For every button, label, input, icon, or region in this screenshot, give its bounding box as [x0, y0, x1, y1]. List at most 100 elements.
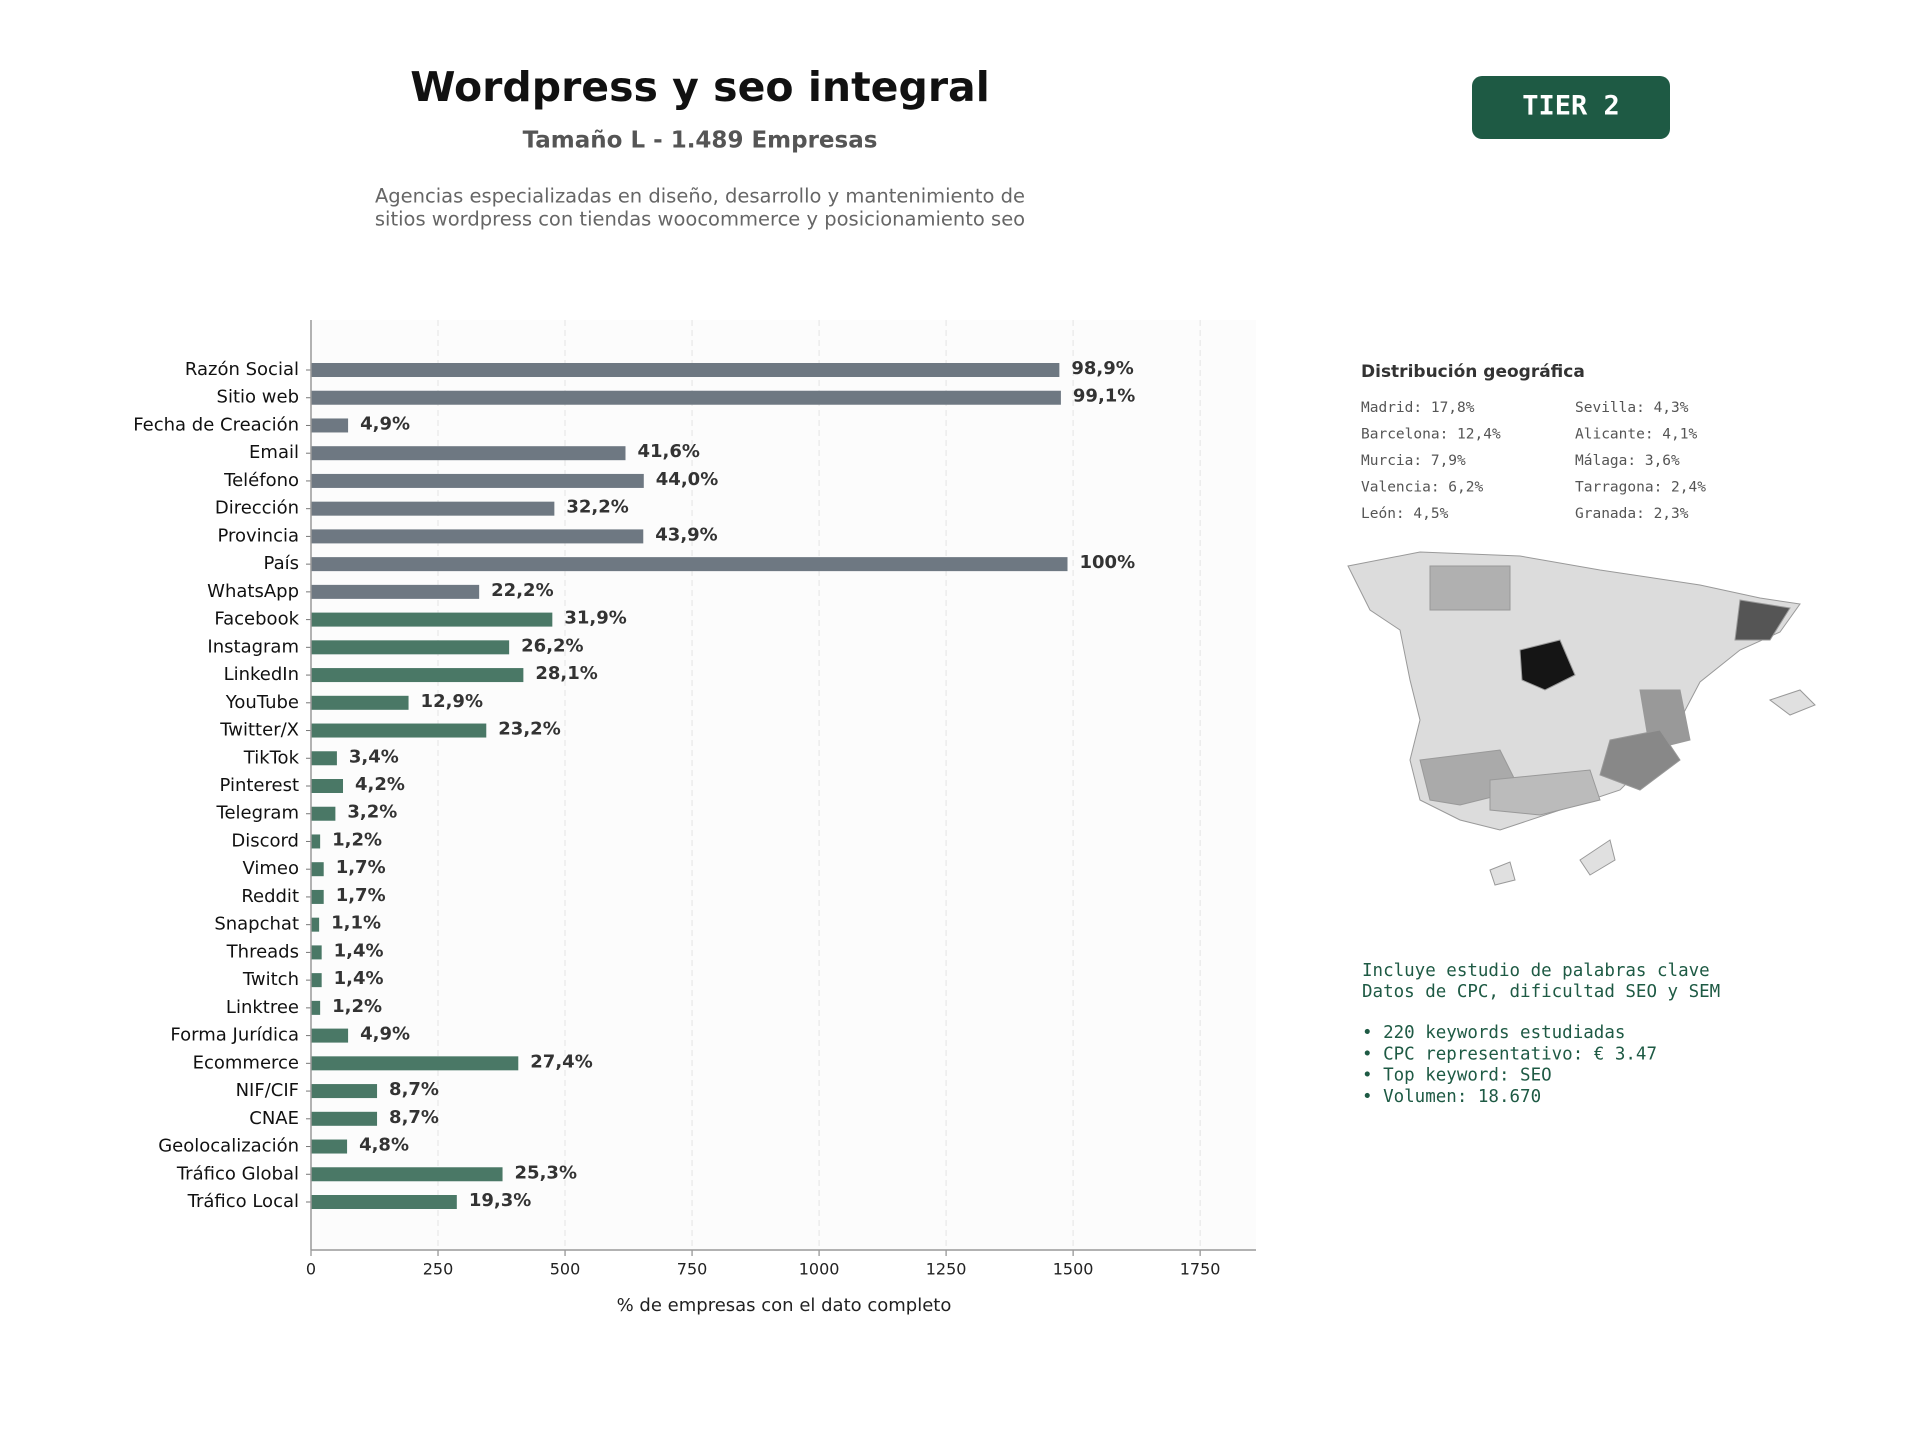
bar — [311, 973, 322, 988]
bar — [311, 501, 555, 516]
x-tick-label: 1500 — [1053, 1260, 1094, 1279]
bullet: • Top keyword: SEO — [1362, 1066, 1552, 1086]
y-tick-label: Dirección — [215, 498, 299, 519]
y-tick-label: Forma Jurídica — [170, 1025, 299, 1046]
value-label: 8,7% — [389, 1079, 439, 1100]
bar — [311, 529, 644, 544]
bar — [311, 779, 344, 793]
value-label: 1,1% — [331, 913, 381, 934]
bar — [311, 668, 524, 683]
x-tick-label: 750 — [677, 1260, 708, 1279]
description: Agencias especializadas en diseño, desar… — [375, 185, 1025, 208]
bar — [311, 1056, 519, 1071]
bar — [311, 1028, 349, 1043]
value-label: 26,2% — [521, 635, 583, 656]
value-label: 1,4% — [334, 968, 384, 989]
y-tick-label: NIF/CIF — [236, 1080, 299, 1101]
value-label: 32,2% — [566, 497, 628, 518]
value-label: 12,9% — [421, 691, 483, 712]
bar — [311, 1084, 378, 1099]
x-tick-label: 0 — [306, 1260, 316, 1279]
note: Incluye estudio de palabras clave — [1362, 961, 1710, 981]
bar — [311, 917, 320, 932]
chart-title: Wordpress y seo integral — [410, 63, 990, 111]
bar — [311, 723, 487, 738]
x-tick-label: 1750 — [1180, 1260, 1221, 1279]
map — [1347, 551, 1816, 886]
value-label: 44,0% — [656, 469, 718, 490]
bullet: • Volumen: 18.670 — [1362, 1087, 1541, 1107]
value-label: 27,4% — [530, 1051, 592, 1072]
geo-item: León: 4,5% — [1361, 506, 1449, 522]
x-tick-label: 500 — [550, 1260, 581, 1279]
bar — [311, 806, 336, 821]
geo-item: Barcelona: 12,4% — [1361, 427, 1501, 443]
geo-title: Distribución geográfica — [1361, 362, 1585, 382]
description: sitios wordpress con tiendas woocommerce… — [375, 208, 1025, 231]
bars: Razón Social 98,9% Sitio web 99,1% Fecha de … — [133, 358, 1135, 1212]
value-label: 25,3% — [515, 1162, 577, 1183]
y-tick-label: Discord — [231, 830, 299, 851]
subtitle: Tamaño L - 1.489 Empresas — [523, 128, 878, 154]
x-tick-label: 250 — [423, 1260, 454, 1279]
y-tick-label: Pinterest — [219, 775, 299, 796]
bar — [311, 363, 1060, 377]
value-label: 23,2% — [498, 719, 560, 740]
bar — [311, 751, 337, 766]
value-label: 1,7% — [336, 857, 386, 878]
geo-item: Sevilla: 4,3% — [1575, 400, 1689, 416]
value-label: 1,2% — [332, 996, 382, 1017]
value-label: 43,9% — [655, 524, 717, 545]
y-tick-label: Razón Social — [185, 359, 299, 380]
value-label: 4,9% — [360, 1024, 410, 1045]
bar — [311, 695, 409, 710]
value-label: 3,2% — [347, 802, 397, 823]
geo-item: Tarragona: 2,4% — [1575, 480, 1706, 496]
bar — [311, 889, 324, 904]
y-tick-label: Provincia — [217, 525, 299, 546]
bar — [311, 390, 1061, 405]
value-label: 1,2% — [332, 829, 382, 850]
bar — [311, 945, 322, 960]
y-tick-label: Instagram — [207, 636, 299, 657]
value-label: 4,9% — [360, 413, 410, 434]
x-tick-label: 1250 — [926, 1260, 967, 1279]
value-label: 3,4% — [349, 746, 399, 767]
y-tick-label: Tráfico Global — [176, 1163, 299, 1184]
y-tick-label: WhatsApp — [207, 581, 299, 602]
bullet: • CPC representativo: € 3.47 — [1362, 1044, 1657, 1064]
bar — [311, 862, 324, 877]
bar — [311, 834, 321, 849]
y-tick-label: Twitch — [242, 969, 299, 990]
bar — [311, 584, 480, 599]
geo-item: Málaga: 3,6% — [1575, 453, 1680, 469]
y-tick-label: Linktree — [226, 997, 299, 1018]
geo-item: Murcia: 7,9% — [1361, 453, 1466, 469]
bar — [311, 1167, 503, 1182]
bar — [311, 557, 1068, 572]
value-label: 4,2% — [355, 774, 405, 795]
bar — [311, 473, 644, 488]
y-tick-label: Reddit — [241, 886, 299, 907]
value-label: 99,1% — [1073, 386, 1135, 407]
bar — [311, 1111, 378, 1126]
y-tick-label: Vimeo — [242, 858, 299, 879]
geo-item: Madrid: 17,8% — [1361, 400, 1475, 416]
x-axis-label: % de empresas con el dato completo — [617, 1295, 952, 1316]
y-tick-label: Fecha de Creación — [133, 414, 299, 435]
value-label: 31,9% — [564, 608, 626, 629]
y-tick-label: TikTok — [243, 747, 300, 768]
bar — [311, 612, 553, 627]
bar — [311, 1195, 457, 1209]
value-label: 19,3% — [469, 1190, 531, 1211]
value-label: 22,2% — [491, 580, 553, 601]
y-tick-label: Facebook — [214, 609, 299, 630]
bar — [311, 1000, 321, 1015]
y-tick-label: Sitio web — [217, 387, 299, 408]
geo-item: Alicante: 4,1% — [1575, 427, 1697, 443]
bar — [311, 640, 510, 655]
y-tick-label: Snapchat — [214, 914, 299, 935]
bar — [311, 446, 626, 461]
